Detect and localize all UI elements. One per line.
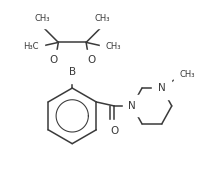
Text: O: O <box>110 126 118 136</box>
Text: N: N <box>128 101 136 111</box>
Text: CH₃: CH₃ <box>35 14 50 23</box>
Text: H₃C: H₃C <box>23 42 38 51</box>
Text: CH₃: CH₃ <box>94 14 110 23</box>
Text: N: N <box>158 83 166 93</box>
Text: O: O <box>49 55 57 65</box>
Text: B: B <box>69 67 76 77</box>
Text: O: O <box>87 55 95 65</box>
Text: CH₃: CH₃ <box>106 42 121 51</box>
Text: CH₃: CH₃ <box>180 70 195 79</box>
